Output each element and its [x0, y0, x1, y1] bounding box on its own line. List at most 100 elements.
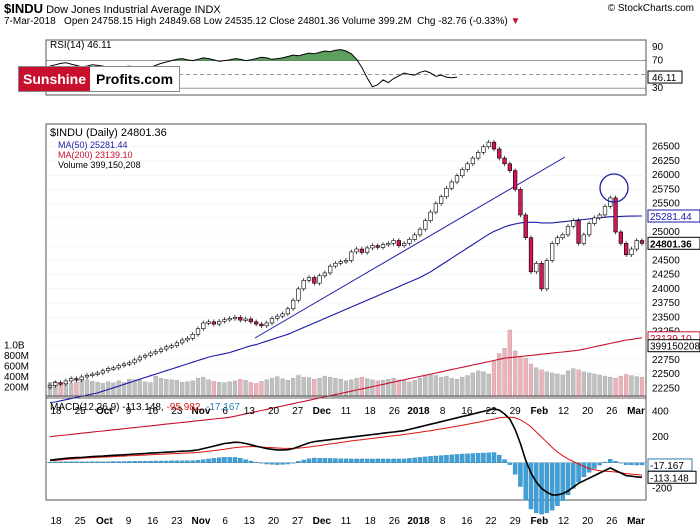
- x-tick-label: 26: [606, 406, 618, 417]
- candle-body: [243, 318, 248, 321]
- volume-bar: [169, 379, 174, 399]
- macd-hist-bar: [497, 454, 502, 463]
- macd-last-box: [647, 470, 697, 484]
- candle-body: [523, 214, 528, 238]
- price-tick-label: 22250: [652, 383, 680, 394]
- macd-tick-label: 200: [652, 432, 669, 443]
- candle-body: [581, 234, 586, 244]
- macd-hist-bar: [449, 454, 454, 463]
- last-value-box: [647, 236, 700, 250]
- volume-bar: [153, 375, 158, 399]
- x-tick-label: 9: [126, 406, 132, 417]
- volume-bar: [301, 376, 306, 399]
- macd-x-tick-label: Mar: [627, 516, 645, 527]
- candle-body: [486, 141, 491, 148]
- macd-hist-bar: [127, 461, 132, 463]
- candle-body: [349, 251, 354, 261]
- candle-body: [111, 367, 116, 370]
- macd-hist-bar: [100, 461, 106, 463]
- volume-bar: [624, 374, 629, 399]
- macd-x-tick-label: 20: [582, 516, 594, 527]
- macd-hist-bar: [195, 460, 201, 463]
- macd-hist-bar: [275, 462, 280, 465]
- volume-bar: [333, 377, 338, 399]
- last-value-label: 25281.44: [650, 212, 692, 223]
- ma50-line: [49, 215, 642, 404]
- macd-x-tick-label: 26: [606, 516, 618, 527]
- candle-body: [544, 260, 549, 290]
- candle-body: [402, 243, 407, 246]
- macd-x-tick-label: 16: [461, 516, 473, 527]
- candle-body: [238, 316, 243, 321]
- volume-bar: [243, 380, 248, 399]
- candle-body: [423, 220, 428, 230]
- volume-bar: [285, 380, 290, 399]
- volume-bar: [254, 383, 259, 399]
- volume-bar: [539, 369, 544, 399]
- macd-hist-bar: [349, 458, 354, 463]
- volume-bar: [137, 380, 142, 399]
- candle-body: [312, 277, 317, 284]
- x-tick-label: Oct: [96, 406, 113, 417]
- candle-body: [148, 352, 153, 356]
- exchange-label: INDX: [194, 4, 221, 16]
- macd-hist-bar: [338, 458, 343, 463]
- macd-hist-span: -17.167: [206, 402, 240, 413]
- macd-hist-bar: [58, 461, 63, 463]
- candle-body: [132, 359, 137, 364]
- candle-body: [158, 348, 164, 352]
- macd-hist-bar: [317, 457, 322, 463]
- candle-body: [338, 261, 343, 264]
- macd-hist-bar: [523, 462, 528, 501]
- volume-bar: [211, 381, 216, 399]
- candle-body: [444, 187, 449, 198]
- price-tick-label: 25000: [652, 227, 680, 238]
- volume-bar: [597, 374, 602, 399]
- macd-hist-bar: [618, 462, 624, 464]
- x-tick-label: 25: [75, 406, 87, 417]
- macd-hist-bar: [401, 458, 407, 463]
- candle-body: [449, 181, 454, 189]
- macd-x-tick-label: Dec: [313, 516, 332, 527]
- macd-hist-bar: [502, 459, 507, 463]
- last-value-label: 24801.36: [650, 239, 692, 250]
- macd-line: [49, 407, 643, 496]
- volume-bar: [238, 379, 243, 399]
- macd-hist-bar: [269, 462, 275, 465]
- candle-body: [560, 234, 565, 238]
- candle-body: [528, 237, 534, 273]
- macd-hist-bar: [222, 456, 227, 463]
- candle-body: [439, 196, 444, 204]
- macd-hist-bar: [116, 461, 121, 463]
- x-tick-label: 22: [485, 406, 497, 417]
- x-tick-label: 16: [461, 406, 473, 417]
- candle-body: [465, 163, 470, 170]
- candle-body: [100, 370, 105, 374]
- candle-body: [386, 243, 391, 246]
- x-tick-label: 20: [582, 406, 594, 417]
- credit-text: © StockCharts.com: [607, 3, 694, 14]
- candle-body: [602, 206, 608, 216]
- macd-hist-bar: [364, 458, 370, 463]
- x-tick-label: 26: [389, 406, 401, 417]
- macd-hist-bar: [63, 461, 69, 463]
- candle-body: [375, 245, 380, 248]
- volume-bar: [454, 379, 460, 399]
- candle-body: [296, 288, 301, 301]
- rsi-tick-label: 30: [652, 83, 664, 94]
- volume-bar: [634, 376, 639, 399]
- macd-hist-last: -17.167: [650, 461, 684, 472]
- candle-body: [433, 203, 438, 213]
- volume-bar: [592, 373, 597, 399]
- candle-body: [74, 378, 79, 381]
- volume-bar: [259, 381, 264, 399]
- macd-hist-bar: [301, 459, 306, 463]
- volume-bar: [275, 376, 280, 399]
- candle-body: [576, 220, 581, 244]
- candle-body: [354, 248, 359, 253]
- macd-x-tick-label: 11: [341, 516, 352, 527]
- volume-bar: [476, 370, 481, 399]
- macd-x-tick-label: 26: [389, 516, 401, 527]
- volume-bar: [608, 376, 613, 399]
- candle-body: [137, 356, 142, 361]
